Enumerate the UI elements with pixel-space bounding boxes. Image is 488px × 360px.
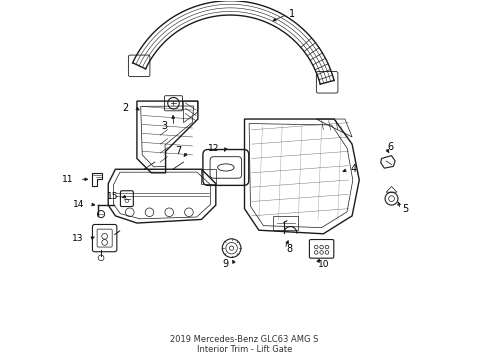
Text: 2: 2 bbox=[122, 103, 128, 113]
Text: 3: 3 bbox=[161, 121, 167, 131]
Text: 10: 10 bbox=[318, 260, 329, 269]
Text: 14: 14 bbox=[73, 200, 84, 209]
Text: 4: 4 bbox=[349, 164, 356, 174]
Text: 6: 6 bbox=[386, 142, 392, 152]
Text: 7: 7 bbox=[175, 146, 182, 156]
Text: 9: 9 bbox=[222, 259, 228, 269]
Text: 11: 11 bbox=[61, 175, 73, 184]
Text: 13: 13 bbox=[72, 234, 83, 243]
Text: 12: 12 bbox=[207, 144, 219, 153]
Text: 8: 8 bbox=[286, 244, 292, 254]
Text: 15: 15 bbox=[106, 192, 118, 201]
Text: 1: 1 bbox=[289, 9, 295, 19]
Text: 5: 5 bbox=[402, 204, 407, 215]
Text: 2019 Mercedes-Benz GLC63 AMG S
Interior Trim - Lift Gate: 2019 Mercedes-Benz GLC63 AMG S Interior … bbox=[170, 334, 318, 354]
